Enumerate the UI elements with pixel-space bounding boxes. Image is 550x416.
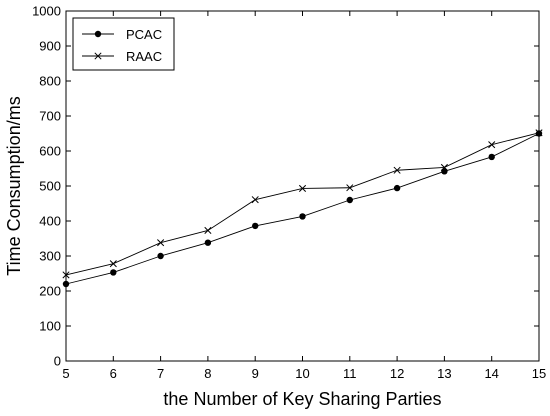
x-tick-label: 8 [204, 366, 211, 381]
y-tick-label: 500 [39, 179, 61, 194]
legend-label: PCAC [126, 27, 162, 42]
data-point-raac [251, 196, 259, 204]
y-axis-title: Time Consumption/ms [4, 96, 24, 275]
x-tick-label: 5 [62, 366, 69, 381]
legend: PCAC RAAC [72, 17, 175, 71]
data-point-raac [109, 260, 117, 268]
data-point-pcac [252, 222, 259, 230]
y-tick-label: 800 [39, 74, 61, 89]
data-point-pcac [204, 239, 212, 246]
x-tick-label: 13 [437, 366, 451, 381]
y-tick-label: 900 [39, 39, 61, 54]
legend-item-pcac: PCAC [82, 27, 162, 42]
data-point-raac [440, 163, 448, 172]
data-point-raac [157, 239, 165, 247]
data-point-raac [298, 184, 307, 193]
x-tick-label: 15 [532, 366, 546, 381]
data-point-raac [346, 184, 354, 192]
y-tick-label: 200 [39, 284, 61, 299]
data-point-raac [62, 271, 70, 279]
x-tick-label: 10 [295, 366, 309, 381]
tick-marks [65, 10, 540, 362]
x-tick-label: 9 [252, 366, 259, 381]
series-raac [62, 129, 543, 279]
data-point-raac [393, 166, 401, 174]
data-point-pcac [346, 196, 353, 204]
x-tick-label: 6 [110, 366, 117, 381]
x-tick-label: 11 [343, 366, 357, 381]
legend-marker [94, 30, 102, 38]
data-point-pcac [157, 252, 164, 260]
y-tick-label: 100 [39, 319, 61, 334]
legend-label: RAAC [126, 49, 162, 64]
x-axis-title: the Number of Key Sharing Parties [163, 389, 441, 409]
y-tick-label: 400 [39, 214, 61, 229]
data-point-pcac [299, 213, 306, 220]
series-layer [62, 129, 543, 288]
x-tick-label: 7 [157, 366, 164, 381]
data-point-pcac [62, 280, 70, 288]
y-tick-label: 1000 [32, 4, 61, 19]
x-tick-label: 14 [484, 366, 498, 381]
tick-labels: 5 6 7 8 9 10 11 12 13 14 15 0 100 200 300 400 500 600 700 8… [32, 4, 546, 382]
legend-item-raac: RAAC [82, 49, 162, 64]
data-point-pcac [110, 269, 117, 276]
y-tick-label: 300 [39, 249, 61, 264]
y-tick-label: 0 [54, 354, 61, 369]
data-point-pcac [488, 153, 495, 161]
x-tick-label: 12 [390, 366, 404, 381]
data-point-pcac [393, 184, 401, 192]
legend-marker [94, 52, 102, 60]
data-point-raac [488, 141, 496, 149]
data-point-raac [204, 226, 212, 235]
legend-box [72, 17, 175, 71]
y-tick-label: 700 [39, 109, 61, 124]
y-tick-label: 600 [39, 144, 61, 159]
data-point-raac [535, 129, 543, 137]
